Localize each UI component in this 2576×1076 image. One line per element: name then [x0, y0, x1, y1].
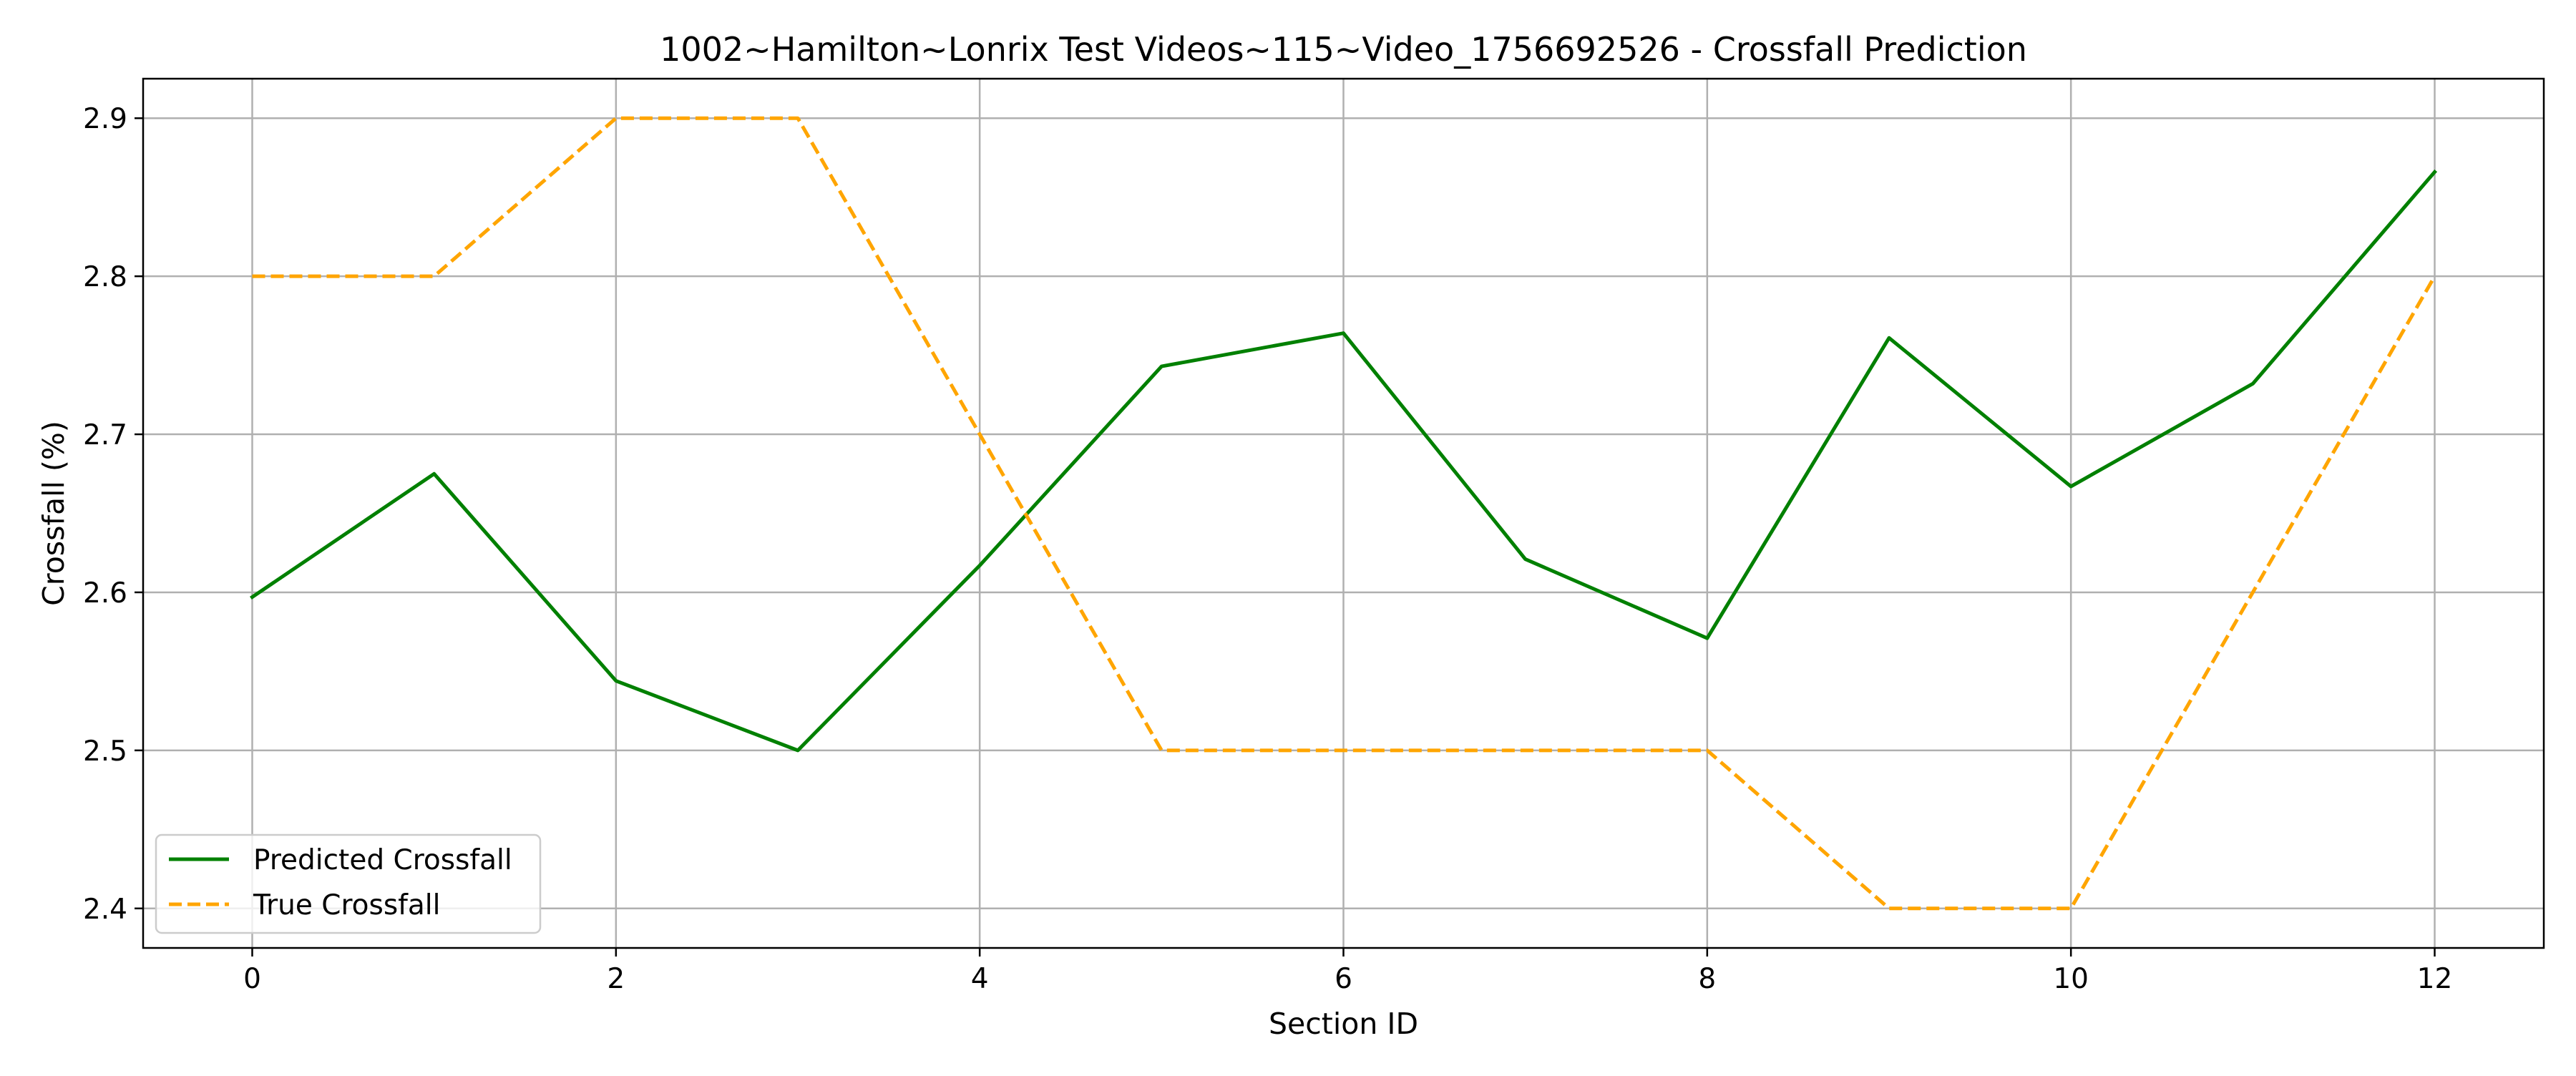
- legend: Predicted Crossfall True Crossfall: [155, 833, 542, 934]
- x-tick-label: 6: [1335, 963, 1352, 995]
- y-tick-label: 2.4: [83, 894, 127, 926]
- y-tick-label: 2.8: [83, 261, 127, 293]
- y-tick-label: 2.7: [83, 419, 127, 451]
- x-tick-label: 8: [1698, 963, 1716, 995]
- series-line-true-crossfall: [252, 116, 2436, 911]
- grid-layer: [143, 79, 2544, 948]
- x-tick-label: 4: [971, 963, 989, 995]
- ticks-layer: 0 2 4 6 8 10 12 2.4 2.5 2.6 2.7 2.8 2.9: [83, 103, 2452, 995]
- chart-title: 1002~Hamilton~Lonrix Test Videos~115~Vid…: [660, 30, 2027, 69]
- y-axis-label: Crossfall (%): [36, 421, 71, 606]
- y-tick-label: 2.5: [83, 735, 127, 768]
- legend-box: [155, 833, 542, 934]
- series-layer: [250, 116, 2438, 911]
- x-tick-label: 12: [2417, 963, 2453, 995]
- y-tick-label: 2.6: [83, 577, 127, 610]
- y-tick-label: 2.9: [83, 103, 127, 135]
- legend-label-predicted: Predicted Crossfall: [253, 844, 512, 876]
- x-tick-label: 2: [607, 963, 625, 995]
- x-axis-label: Section ID: [1269, 1007, 1418, 1041]
- x-tick-label: 0: [243, 963, 261, 995]
- legend-label-true: True Crossfall: [253, 889, 440, 921]
- x-tick-label: 10: [2053, 963, 2089, 995]
- series-line-predicted-crossfall: [250, 169, 2438, 753]
